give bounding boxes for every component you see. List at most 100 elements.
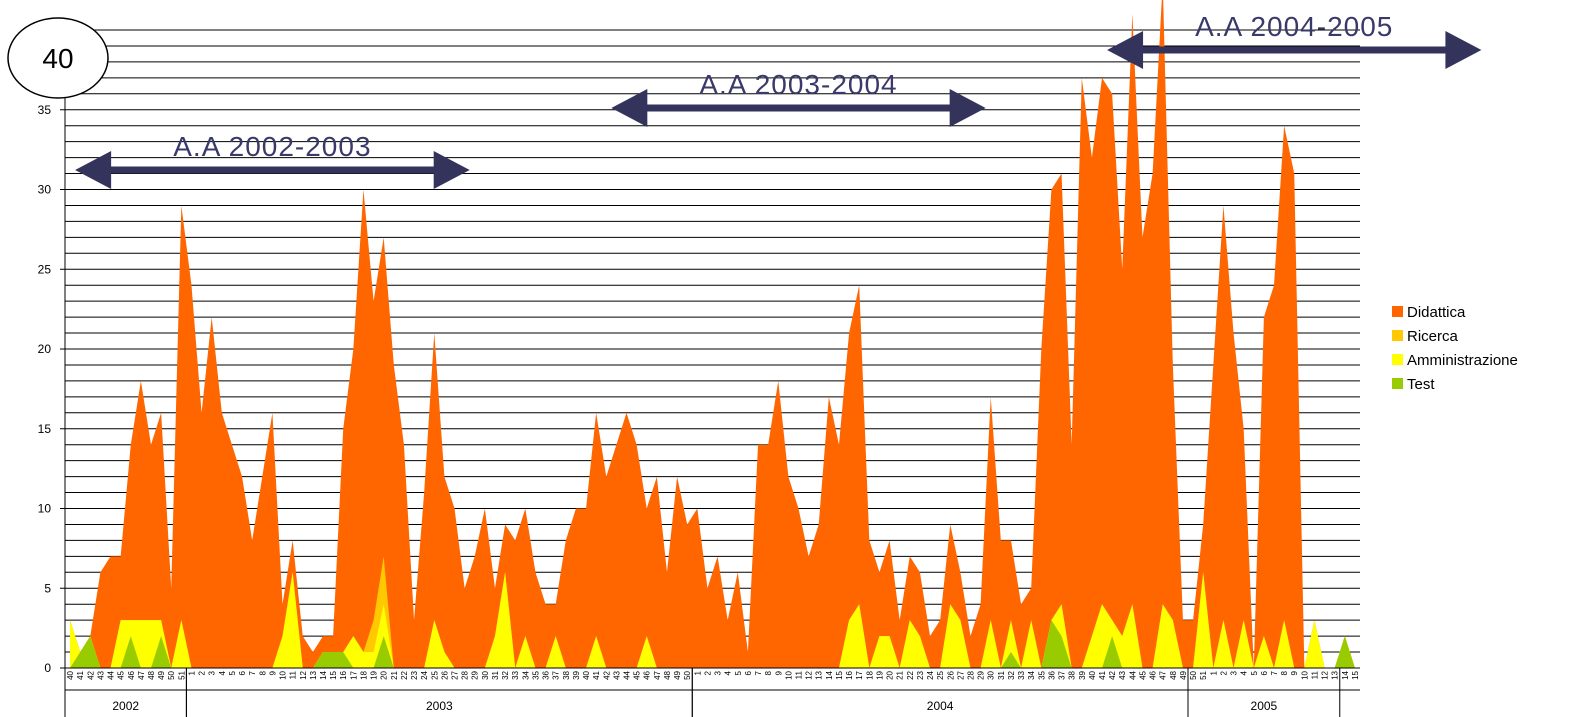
x-axis: 40 41 42 43 44 45 46 47 48 49 50 51 1 2 3 4 5 6 7 8 9 10 11 12 1… (64, 667, 1360, 717)
x-tick-label: 5 (734, 670, 743, 675)
legend: Didattica Ricerca Amministrazione Test (1392, 304, 1518, 393)
x-tick-label: 5 (228, 670, 237, 675)
x-tick-label: 1 (1209, 670, 1218, 675)
x-tick-label: 50 (1189, 670, 1198, 679)
legend-swatch (1392, 378, 1403, 389)
x-tick-label: 7 (1270, 670, 1279, 675)
x-tick-label: 47 (137, 670, 146, 679)
x-tick-label: 24 (926, 670, 935, 679)
legend-label: Amministrazione (1407, 352, 1518, 369)
x-tick-label: 46 (643, 670, 652, 679)
x-tick-label: 34 (521, 670, 530, 679)
x-tick-label: 47 (653, 670, 662, 679)
x-tick-label: 41 (1098, 670, 1107, 679)
x-tick-label: 49 (673, 670, 682, 679)
x-tick-label: 36 (542, 670, 551, 679)
x-tick-label: 41 (76, 670, 85, 679)
legend-label: Test (1407, 376, 1435, 393)
x-tick-label: 22 (400, 670, 409, 679)
x-tick-label: 3 (208, 670, 217, 675)
x-tick-label: 51 (177, 670, 186, 679)
x-tick-label: 19 (370, 670, 379, 679)
x-tick-label: 8 (764, 670, 773, 675)
year-label: 2002 (112, 699, 139, 713)
x-tick-label: 5 (1250, 670, 1259, 675)
arrow-left-icon (611, 89, 648, 127)
x-tick-label: 6 (1260, 670, 1269, 675)
x-tick-label: 7 (248, 670, 257, 675)
x-tick-label: 49 (157, 670, 166, 679)
area-series (70, 0, 1355, 668)
x-tick-label: 12 (299, 670, 308, 679)
y-tick-label: 5 (44, 581, 51, 595)
x-tick-label: 25 (430, 670, 439, 679)
x-tick-label: 10 (784, 670, 793, 679)
x-tick-label: 33 (511, 670, 520, 679)
x-tick-label: 29 (471, 670, 480, 679)
x-tick-label: 28 (966, 670, 975, 679)
x-tick-label: 1 (187, 670, 196, 675)
year-label: 2005 (1251, 699, 1278, 713)
y-tick-label: 25 (38, 262, 52, 276)
x-tick-label: 6 (744, 670, 753, 675)
x-tick-label: 4 (218, 670, 227, 675)
y-axis: 0 5 10 15 20 25 30 35 (38, 30, 66, 675)
legend-label: Ricerca (1407, 328, 1459, 345)
x-tick-label: 8 (258, 670, 267, 675)
area-didattica (70, 0, 1355, 668)
x-tick-label: 3 (714, 670, 723, 675)
x-tick-label: 38 (562, 670, 571, 679)
y-tick-label: 20 (38, 342, 52, 356)
x-tick-label: 2 (703, 670, 712, 675)
x-tick-label: 34 (1027, 670, 1036, 679)
x-tick-label: 50 (167, 670, 176, 679)
legend-swatch (1392, 354, 1403, 365)
x-tick-label: 11 (1310, 670, 1319, 679)
x-tick-label: 18 (865, 670, 874, 679)
x-tick-label: 45 (1138, 670, 1147, 679)
x-tick-label: 32 (501, 670, 510, 679)
x-tick-label: 47 (1159, 670, 1168, 679)
x-tick-label: 20 (380, 670, 389, 679)
x-tick-label: 35 (1037, 670, 1046, 679)
x-tick-label: 21 (390, 670, 399, 679)
x-tick-label: 35 (531, 670, 540, 679)
x-tick-label: 30 (987, 670, 996, 679)
x-tick-label: 31 (997, 670, 1006, 679)
x-tick-label: 46 (127, 670, 136, 679)
x-tick-label: 23 (916, 670, 925, 679)
x-tick-label: 22 (906, 670, 915, 679)
x-tick-label: 32 (1007, 670, 1016, 679)
x-tick-label: 37 (552, 670, 561, 679)
x-tick-label: 7 (754, 670, 763, 675)
legend-label: Didattica (1407, 304, 1466, 321)
x-tick-label: 11 (289, 670, 298, 679)
x-tick-label: 15 (835, 670, 844, 679)
x-tick-label: 45 (633, 670, 642, 679)
x-tick-label: 42 (602, 670, 611, 679)
x-tick-label: 39 (572, 670, 581, 679)
year-label: 2003 (426, 699, 453, 713)
x-tick-label: 24 (420, 670, 429, 679)
x-tick-label: 30 (481, 670, 490, 679)
y-tick-label: 30 (38, 183, 52, 197)
academic-year-arrows: A.A 2002-2003 A.A 2003-2004 A.A 2004-2005 (75, 11, 1482, 189)
x-tick-label: 16 (845, 670, 854, 679)
x-tick-label: 33 (1017, 670, 1026, 679)
x-tick-label: 11 (794, 670, 803, 679)
legend-swatch (1392, 306, 1403, 317)
x-tick-label: 27 (451, 670, 460, 679)
x-tick-label: 13 (815, 670, 824, 679)
x-tick-label: 13 (309, 670, 318, 679)
x-tick-label: 16 (339, 670, 348, 679)
x-tick-label: 49 (1179, 670, 1188, 679)
x-tick-label: 38 (1068, 670, 1077, 679)
x-tick-label: 6 (238, 670, 247, 675)
x-tick-label: 40 (582, 670, 591, 679)
x-tick-label: 3 (1230, 670, 1239, 675)
x-tick-label: 21 (896, 670, 905, 679)
x-tick-label: 17 (855, 670, 864, 679)
x-tick-label: 40 (66, 670, 75, 679)
y-tick-label: 10 (38, 502, 52, 516)
